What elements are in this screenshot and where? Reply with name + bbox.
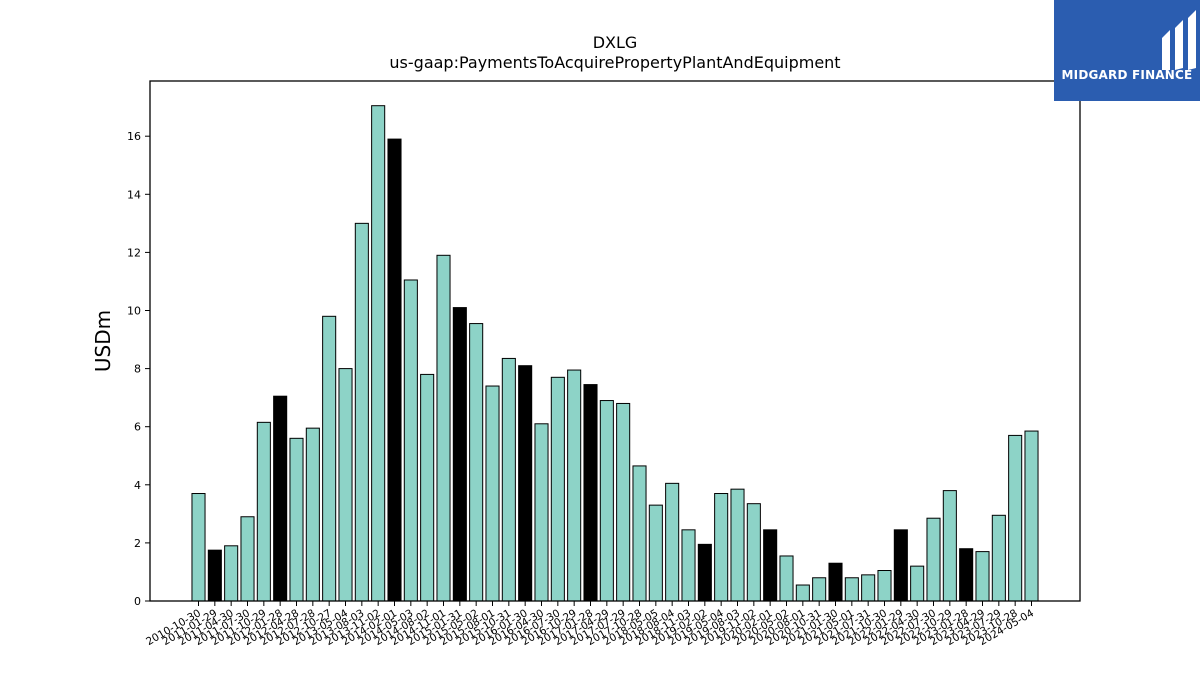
- watermark-text: MIDGARD FINANCE: [1061, 68, 1193, 82]
- bar-2023-10-28: [1008, 434, 1023, 602]
- bar-2022-07-30: [926, 517, 941, 602]
- y-ticks-group: 0 2 4 6 8 10 12 14 16: [127, 130, 150, 608]
- bar-2021-01-30: [828, 562, 843, 602]
- chart-subtitle: us-gaap:PaymentsToAcquirePropertyPlantAn…: [389, 53, 840, 72]
- bar-2016-01-30: [518, 365, 533, 602]
- y-tick-label: 4: [134, 479, 141, 492]
- bar-2018-08-04: [665, 482, 680, 602]
- bar-2011-04-30: [224, 545, 239, 602]
- bar-2014-11-01: [436, 254, 451, 602]
- bar-2012-07-28: [305, 427, 320, 602]
- bar-2019-05-04: [714, 493, 729, 602]
- bar-2016-07-30: [550, 376, 565, 602]
- bar-2011-01-29: [207, 549, 222, 602]
- bar-2016-10-29: [567, 369, 582, 602]
- bar-2010-10-30: [191, 493, 206, 602]
- bar-2018-05-05: [648, 504, 663, 602]
- plot-frame: [149, 80, 1081, 602]
- bar-2015-01-31: [452, 307, 467, 602]
- bar-2014-08-02: [420, 373, 435, 602]
- bar-2014-02-01: [387, 138, 402, 602]
- bar-2022-04-30: [910, 565, 925, 602]
- bar-2017-07-29: [616, 402, 631, 602]
- bar-2021-05-01: [844, 577, 859, 602]
- bar-2011-07-30: [240, 516, 255, 602]
- logo-mark-icon: [1162, 10, 1196, 70]
- x-ticks-group: 2010-10-302011-01-292011-04-302011-07-30…: [144, 601, 1036, 648]
- bars-group: [191, 105, 1039, 602]
- bar-2015-10-31: [501, 357, 516, 602]
- watermark-logo: MIDGARD FINANCE: [1054, 0, 1200, 101]
- bar-2023-04-29: [975, 551, 990, 602]
- bar-2022-10-29: [942, 490, 957, 602]
- bar-2013-08-03: [354, 222, 369, 602]
- bar-2015-08-01: [485, 385, 500, 602]
- bar-2021-10-30: [877, 570, 892, 602]
- bar-2012-01-28: [273, 395, 288, 602]
- bar-2013-05-04: [338, 368, 353, 602]
- bar-2023-01-28: [959, 548, 974, 602]
- y-axis-label: USDm: [91, 310, 115, 372]
- bar-2011-10-29: [256, 421, 271, 602]
- bar-2012-10-27: [322, 315, 337, 602]
- bar-2020-08-01: [795, 584, 810, 602]
- y-tick-label: 12: [127, 246, 141, 259]
- bar-2014-05-03: [403, 279, 418, 602]
- bar-2018-11-03: [681, 529, 696, 602]
- bar-2021-07-31: [861, 574, 876, 602]
- bar-2015-05-02: [469, 323, 484, 602]
- bar-2016-04-30: [534, 423, 549, 602]
- bar-2019-08-03: [730, 488, 745, 602]
- bar-2024-05-04: [1024, 430, 1039, 602]
- y-tick-label: 14: [127, 188, 141, 201]
- bar-2017-01-28: [583, 384, 598, 602]
- bar-2019-11-02: [746, 503, 761, 602]
- y-tick-label: 0: [134, 595, 141, 608]
- bar-2020-10-31: [812, 577, 827, 602]
- y-tick-label: 8: [134, 363, 141, 376]
- y-tick-label: 2: [134, 537, 141, 550]
- chart-title: DXLG: [593, 33, 638, 52]
- bar-2017-10-28: [632, 465, 647, 602]
- bar-2020-02-01: [763, 529, 778, 602]
- bar-2020-05-02: [779, 555, 794, 602]
- bar-2012-04-28: [289, 437, 304, 602]
- bar-2022-01-29: [893, 529, 908, 602]
- bar-2013-11-02: [371, 105, 386, 602]
- bar-2023-07-29: [991, 514, 1006, 602]
- y-tick-label: 6: [134, 421, 141, 434]
- bar-2017-04-29: [599, 400, 614, 602]
- y-tick-label: 10: [127, 304, 141, 317]
- y-tick-label: 16: [127, 130, 141, 143]
- bar-2019-02-02: [697, 543, 712, 602]
